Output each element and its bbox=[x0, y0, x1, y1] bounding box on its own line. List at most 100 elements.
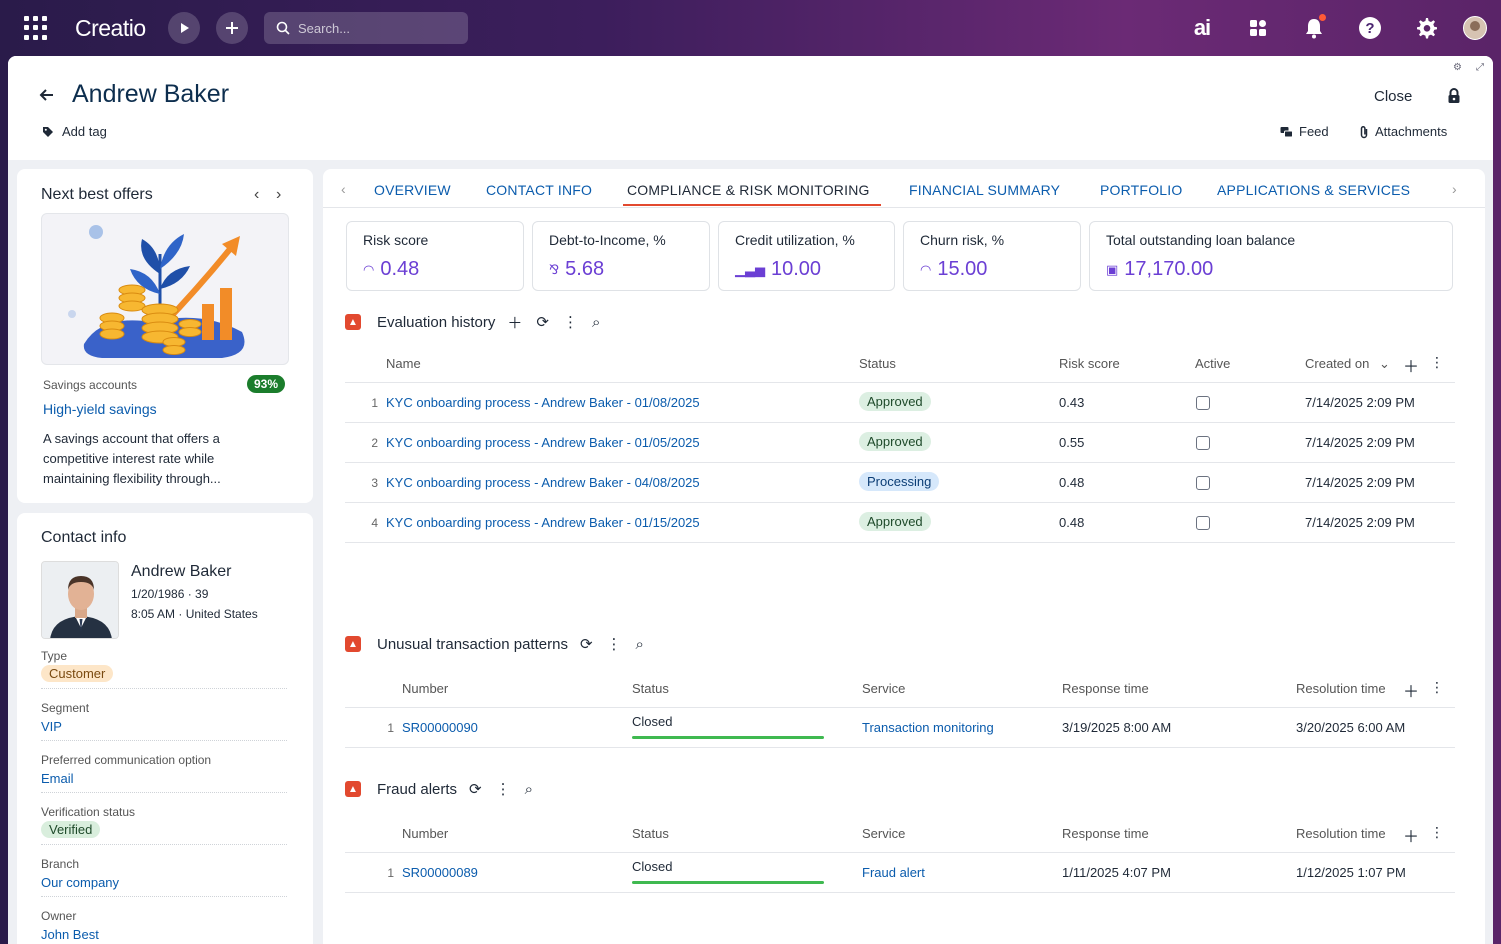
table-menu-icon[interactable]: ⋮ bbox=[1430, 354, 1444, 370]
active-checkbox[interactable] bbox=[1196, 436, 1210, 450]
add-icon[interactable]: ＋ bbox=[507, 314, 523, 332]
service-link[interactable]: Fraud alert bbox=[862, 865, 925, 880]
active-checkbox[interactable] bbox=[1196, 396, 1210, 410]
refresh-icon[interactable]: ⟳ bbox=[469, 781, 482, 798]
tab-financial-summary[interactable]: FINANCIAL SUMMARY bbox=[909, 182, 1061, 198]
tab-contact-info[interactable]: CONTACT INFO bbox=[486, 182, 593, 198]
type-badge[interactable]: Customer bbox=[41, 665, 114, 682]
table-row[interactable]: 1 KYC onboarding process - Andrew Baker … bbox=[345, 382, 1455, 422]
evaluation-name-link[interactable]: KYC onboarding process - Andrew Baker - … bbox=[386, 435, 700, 450]
case-number-link[interactable]: SR00000090 bbox=[402, 720, 478, 735]
tab-portfolio[interactable]: PORTFOLIO bbox=[1100, 182, 1183, 198]
ai-assistant-button[interactable]: ai bbox=[1193, 15, 1211, 40]
column-header-number[interactable]: Number bbox=[402, 826, 449, 841]
collapse-icon[interactable]: ▲ bbox=[345, 314, 361, 330]
user-avatar[interactable] bbox=[1463, 16, 1487, 40]
add-column-icon[interactable]: ＋ bbox=[1403, 829, 1420, 846]
table-row[interactable]: 1 SR00000090 Closed Transaction monitori… bbox=[345, 707, 1455, 747]
refresh-icon[interactable]: ⟳ bbox=[579, 636, 593, 653]
run-process-button[interactable] bbox=[168, 12, 200, 44]
contact-name: Andrew Baker bbox=[131, 563, 232, 580]
table-row[interactable]: 4 KYC onboarding process - Andrew Baker … bbox=[345, 502, 1455, 542]
status-badge: Approved bbox=[859, 432, 931, 451]
collapse-icon[interactable]: ▲ bbox=[345, 636, 361, 652]
column-header-resolution-time[interactable]: Resolution time bbox=[1296, 826, 1386, 841]
chevron-right-icon[interactable]: › bbox=[276, 186, 282, 203]
active-checkbox[interactable] bbox=[1196, 516, 1210, 530]
search-icon[interactable]: ⌕ bbox=[635, 635, 644, 653]
evaluation-name-link[interactable]: KYC onboarding process - Andrew Baker - … bbox=[386, 475, 700, 490]
segment-value[interactable]: VIP bbox=[41, 719, 62, 734]
column-header-number[interactable]: Number bbox=[402, 681, 449, 696]
add-tag-button[interactable]: Add tag bbox=[42, 124, 107, 139]
next-best-offers-title: Next best offers bbox=[41, 186, 153, 203]
column-header-response-time[interactable]: Response time bbox=[1062, 826, 1149, 841]
metric-value: ◠ 15.00 bbox=[920, 258, 987, 281]
column-header-name[interactable]: Name bbox=[386, 356, 421, 371]
more-icon[interactable]: ⋮ bbox=[606, 636, 622, 653]
column-header-service[interactable]: Service bbox=[862, 826, 906, 841]
notifications-button[interactable] bbox=[1300, 14, 1328, 42]
close-button[interactable]: Close bbox=[1374, 88, 1413, 105]
create-new-button[interactable] bbox=[216, 12, 248, 44]
owner-value[interactable]: John Best bbox=[41, 927, 99, 942]
column-header-status[interactable]: Status bbox=[632, 681, 669, 696]
table-menu-icon[interactable]: ⋮ bbox=[1430, 679, 1444, 695]
column-header-active[interactable]: Active bbox=[1195, 356, 1231, 371]
branch-value[interactable]: Our company bbox=[41, 875, 120, 890]
add-column-icon[interactable]: ＋ bbox=[1403, 684, 1420, 701]
chevron-left-icon[interactable]: ‹ bbox=[254, 186, 260, 203]
case-number-link[interactable]: SR00000089 bbox=[402, 865, 478, 880]
tab-overview[interactable]: OVERVIEW bbox=[374, 182, 451, 198]
sort-chevron-down-icon[interactable]: ⌄ bbox=[1379, 356, 1390, 371]
help-icon: ? bbox=[1359, 17, 1381, 39]
notification-dot bbox=[1319, 14, 1326, 21]
app-launcher-icon[interactable] bbox=[24, 16, 48, 40]
attachments-button[interactable]: Attachments bbox=[1359, 124, 1447, 139]
feed-button[interactable]: Feed bbox=[1280, 124, 1329, 139]
evaluation-name-link[interactable]: KYC onboarding process - Andrew Baker - … bbox=[386, 515, 700, 530]
tabs-scroll-right-icon[interactable]: › bbox=[1452, 181, 1457, 197]
verification-badge[interactable]: Verified bbox=[41, 821, 101, 838]
table-row[interactable]: 3 KYC onboarding process - Andrew Baker … bbox=[345, 462, 1455, 502]
collapse-icon[interactable]: ▲ bbox=[345, 781, 361, 797]
global-search[interactable] bbox=[264, 12, 468, 44]
active-checkbox[interactable] bbox=[1196, 476, 1210, 490]
gauge-icon: ◠ bbox=[363, 261, 375, 277]
metric-value: ◠ 0.48 bbox=[363, 258, 419, 281]
help-button[interactable]: ? bbox=[1356, 14, 1384, 42]
settings-small-icon[interactable]: ⚙ bbox=[1453, 62, 1462, 73]
more-icon[interactable]: ⋮ bbox=[495, 781, 511, 798]
lock-icon[interactable] bbox=[1447, 88, 1461, 107]
column-header-service[interactable]: Service bbox=[862, 681, 906, 696]
column-header-status[interactable]: Status bbox=[859, 356, 896, 371]
tabs-scroll-left-icon[interactable]: ‹ bbox=[341, 181, 346, 197]
column-header-risk-score[interactable]: Risk score bbox=[1059, 356, 1120, 371]
column-header-status[interactable]: Status bbox=[632, 826, 669, 841]
refresh-icon[interactable]: ⟳ bbox=[536, 314, 549, 331]
preferred-communication-value[interactable]: Email bbox=[41, 771, 74, 786]
search-icon[interactable]: ⌕ bbox=[592, 313, 601, 331]
column-header-response-time[interactable]: Response time bbox=[1062, 681, 1149, 696]
tab-applications-services[interactable]: APPLICATIONS & SERVICES bbox=[1217, 182, 1411, 198]
search-icon[interactable]: ⌕ bbox=[524, 780, 534, 798]
more-icon[interactable]: ⋮ bbox=[563, 314, 578, 331]
offer-illustration bbox=[41, 213, 289, 365]
maximize-icon[interactable]: ⤢ bbox=[1476, 62, 1484, 73]
back-arrow-icon[interactable] bbox=[38, 86, 54, 109]
gear-icon bbox=[1417, 18, 1437, 39]
table-row[interactable]: 2 KYC onboarding process - Andrew Baker … bbox=[345, 422, 1455, 462]
play-icon bbox=[181, 23, 189, 33]
column-header-created-on[interactable]: Created on bbox=[1305, 356, 1370, 371]
add-column-icon[interactable]: ＋ bbox=[1403, 359, 1420, 376]
column-header-resolution-time[interactable]: Resolution time bbox=[1296, 681, 1386, 696]
settings-button[interactable] bbox=[1412, 14, 1440, 42]
tab-compliance-risk-monitoring[interactable]: COMPLIANCE & RISK MONITORING bbox=[627, 182, 870, 198]
offer-name-link[interactable]: High-yield savings bbox=[43, 401, 157, 417]
service-link[interactable]: Transaction monitoring bbox=[862, 720, 994, 735]
table-row[interactable]: 1 SR00000089 Closed Fraud alert 1/11/202… bbox=[345, 852, 1455, 892]
table-menu-icon[interactable]: ⋮ bbox=[1430, 824, 1444, 840]
evaluation-name-link[interactable]: KYC onboarding process - Andrew Baker - … bbox=[386, 395, 700, 410]
apps-grid-button[interactable] bbox=[1244, 14, 1272, 42]
search-input[interactable] bbox=[298, 20, 458, 36]
